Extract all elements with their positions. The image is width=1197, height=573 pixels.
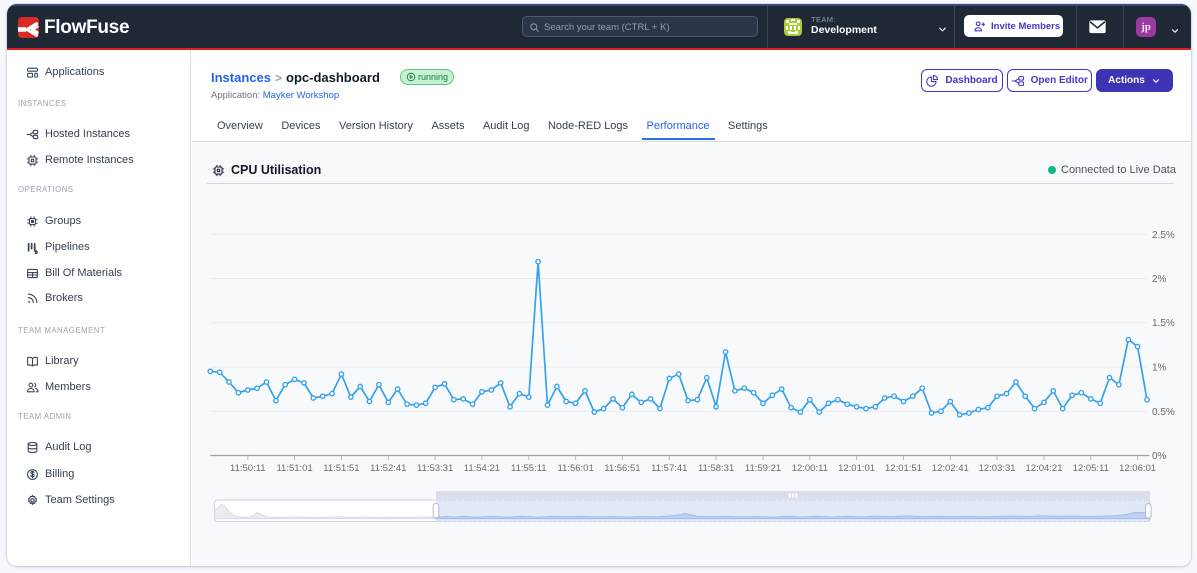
svg-text:11:56:51: 11:56:51 xyxy=(604,463,640,474)
svg-text:1.5%: 1.5% xyxy=(1152,318,1175,329)
svg-text:11:50:11: 11:50:11 xyxy=(230,463,266,474)
svg-text:12:03:31: 12:03:31 xyxy=(979,463,1016,474)
svg-text:11:51:01: 11:51:01 xyxy=(276,463,312,474)
svg-text:12:01:01: 12:01:01 xyxy=(838,463,875,474)
svg-text:12:05:11: 12:05:11 xyxy=(1073,463,1109,474)
svg-text:12:04:21: 12:04:21 xyxy=(1026,463,1063,474)
svg-text:0%: 0% xyxy=(1152,451,1167,462)
svg-text:11:51:51: 11:51:51 xyxy=(323,463,359,474)
svg-text:11:52:41: 11:52:41 xyxy=(370,463,406,474)
svg-text:12:01:51: 12:01:51 xyxy=(885,463,922,474)
svg-text:12:02:41: 12:02:41 xyxy=(932,463,969,474)
svg-text:2%: 2% xyxy=(1152,274,1167,285)
svg-text:11:55:11: 11:55:11 xyxy=(511,463,547,474)
svg-text:2.5%: 2.5% xyxy=(1152,230,1175,241)
svg-text:11:54:21: 11:54:21 xyxy=(464,463,500,474)
svg-text:11:56:01: 11:56:01 xyxy=(557,463,593,474)
svg-text:11:53:31: 11:53:31 xyxy=(417,463,453,474)
svg-text:11:57:41: 11:57:41 xyxy=(651,463,687,474)
svg-text:1%: 1% xyxy=(1152,363,1167,374)
svg-text:11:58:31: 11:58:31 xyxy=(698,463,734,474)
svg-text:0.5%: 0.5% xyxy=(1152,407,1175,418)
svg-text:12:00:11: 12:00:11 xyxy=(792,463,828,474)
svg-text:12:06:01: 12:06:01 xyxy=(1119,463,1156,474)
svg-text:11:59:21: 11:59:21 xyxy=(745,463,781,474)
